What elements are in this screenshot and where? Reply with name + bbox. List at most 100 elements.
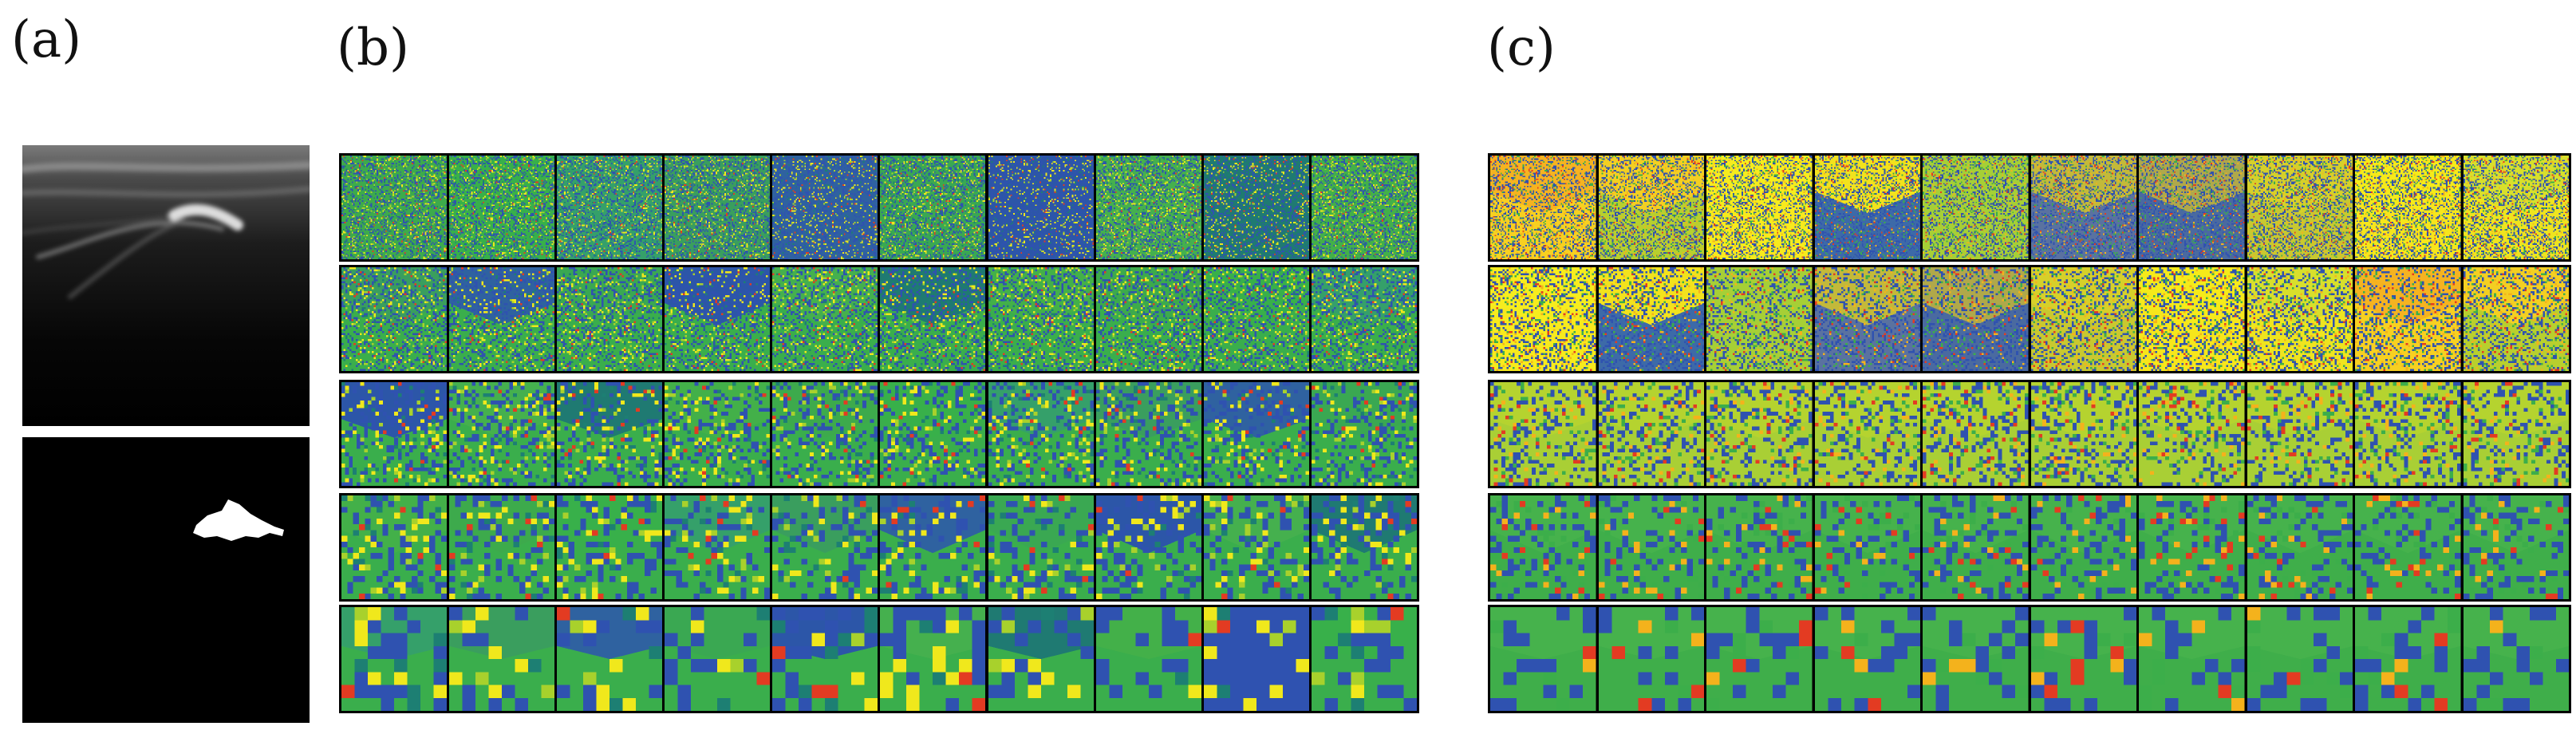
- feature-map: [988, 607, 1094, 711]
- feature-map-row: [339, 493, 1419, 602]
- feature-map: [1815, 267, 1921, 371]
- feature-map: [880, 495, 985, 599]
- feature-map: [341, 267, 447, 371]
- feature-map-row: [339, 153, 1419, 262]
- feature-map: [341, 607, 447, 711]
- feature-map: [449, 267, 554, 371]
- feature-map: [988, 156, 1094, 259]
- feature-map: [2139, 495, 2245, 599]
- feature-map: [880, 607, 985, 711]
- feature-map: [1312, 607, 1417, 711]
- feature-map: [2355, 382, 2461, 486]
- feature-map: [880, 267, 985, 371]
- feature-map: [1096, 495, 1201, 599]
- feature-map: [665, 267, 770, 371]
- feature-map: [2355, 267, 2461, 371]
- segmentation-mask: [22, 437, 310, 723]
- feature-map: [1096, 156, 1201, 259]
- feature-map: [1815, 382, 1921, 486]
- feature-map: [1096, 382, 1201, 486]
- feature-map: [665, 495, 770, 599]
- feature-map: [2247, 382, 2353, 486]
- feature-map: [341, 382, 447, 486]
- feature-map: [1204, 495, 1309, 599]
- feature-map: [665, 156, 770, 259]
- feature-map: [880, 156, 985, 259]
- feature-map: [1096, 267, 1201, 371]
- feature-map: [1599, 382, 1705, 486]
- feature-map-row: [339, 380, 1419, 488]
- feature-map: [557, 382, 662, 486]
- ultrasound-image: [22, 145, 310, 426]
- feature-map: [2464, 607, 2570, 711]
- feature-map: [2355, 156, 2461, 259]
- feature-map: [2139, 382, 2245, 486]
- feature-map: [1490, 267, 1596, 371]
- feature-map: [1490, 382, 1596, 486]
- feature-map: [2247, 495, 2353, 599]
- feature-map: [449, 607, 554, 711]
- feature-map: [1490, 156, 1596, 259]
- feature-map: [1923, 607, 2029, 711]
- feature-map: [2139, 267, 2245, 371]
- feature-map: [665, 382, 770, 486]
- feature-map-row: [1488, 153, 2571, 262]
- feature-map: [1923, 156, 2029, 259]
- feature-map: [2031, 382, 2137, 486]
- feature-map: [2139, 156, 2245, 259]
- feature-map: [988, 267, 1094, 371]
- feature-map: [988, 382, 1094, 486]
- feature-map: [1706, 382, 1813, 486]
- feature-map: [2031, 156, 2137, 259]
- feature-map: [772, 495, 878, 599]
- feature-map: [2464, 495, 2570, 599]
- feature-map: [2464, 156, 2570, 259]
- feature-map: [1706, 267, 1813, 371]
- feature-map-row: [1488, 493, 2571, 602]
- feature-map: [449, 382, 554, 486]
- feature-map: [1490, 607, 1596, 711]
- feature-map: [1923, 267, 2029, 371]
- feature-map: [2031, 267, 2137, 371]
- feature-map: [1815, 156, 1921, 259]
- feature-map: [1706, 156, 1813, 259]
- feature-map: [341, 156, 447, 259]
- feature-map: [1204, 382, 1309, 486]
- feature-map: [2355, 495, 2461, 599]
- feature-map: [449, 156, 554, 259]
- feature-map: [772, 382, 878, 486]
- feature-map: [1312, 156, 1417, 259]
- feature-map: [1923, 495, 2029, 599]
- feature-map: [1599, 267, 1705, 371]
- feature-map: [1923, 382, 2029, 486]
- feature-map: [1204, 607, 1309, 711]
- feature-map: [2247, 156, 2353, 259]
- feature-map: [665, 607, 770, 711]
- feature-map: [1706, 607, 1813, 711]
- feature-map: [1096, 607, 1201, 711]
- feature-map: [1599, 156, 1705, 259]
- feature-map: [880, 382, 985, 486]
- feature-map: [1312, 267, 1417, 371]
- feature-map-row: [1488, 380, 2571, 488]
- feature-map-row: [1488, 605, 2571, 713]
- panel-label-a: (a): [11, 14, 81, 65]
- feature-map: [2139, 607, 2245, 711]
- feature-map: [1204, 267, 1309, 371]
- feature-map: [2031, 607, 2137, 711]
- feature-map: [772, 267, 878, 371]
- feature-map-row: [339, 605, 1419, 713]
- feature-map: [341, 495, 447, 599]
- feature-map: [1204, 156, 1309, 259]
- feature-map: [1599, 607, 1705, 711]
- feature-map: [557, 607, 662, 711]
- feature-map: [772, 156, 878, 259]
- feature-map: [772, 607, 878, 711]
- feature-map: [2031, 495, 2137, 599]
- feature-map: [2464, 267, 2570, 371]
- feature-map: [2464, 382, 2570, 486]
- feature-map: [1490, 495, 1596, 599]
- feature-map: [1599, 495, 1705, 599]
- feature-map: [557, 495, 662, 599]
- feature-map: [1815, 607, 1921, 711]
